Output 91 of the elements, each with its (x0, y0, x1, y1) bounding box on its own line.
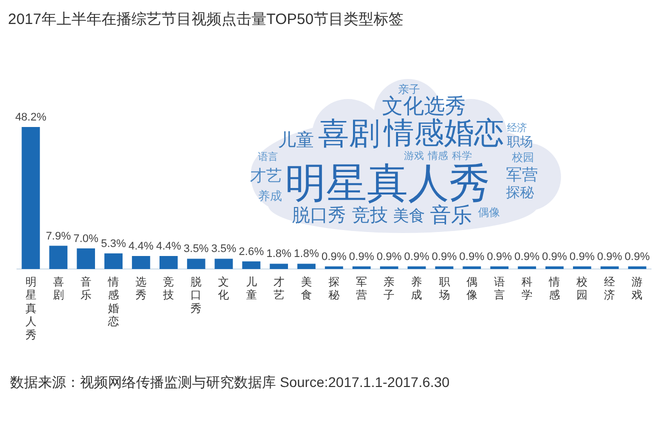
annotation: 经济 (507, 123, 527, 134)
annotation: 偶像 (478, 206, 500, 219)
bar (352, 266, 371, 269)
chart-title: 2017年上半年在播综艺节目视频点击量TOP50节目类型标签 (8, 10, 404, 29)
data-label: 0.9% (624, 250, 650, 263)
x-tick-label: 游戏 (632, 275, 643, 302)
x-tick-label: 职场 (438, 275, 450, 302)
data-label: 3.5% (184, 243, 209, 256)
x-tick-label: 音乐 (80, 275, 92, 302)
x-tick-label: 科学 (521, 275, 532, 302)
data-label: 48.2% (15, 112, 47, 124)
annotation: 养成 (258, 189, 282, 203)
annotation: 军营 (506, 165, 538, 184)
data-label: 0.9% (321, 250, 347, 263)
annotation: 喜剧 (318, 116, 380, 152)
x-tick-label: 脱口秀 (190, 275, 202, 315)
data-label: 7.0% (73, 232, 99, 245)
x-tick-label: 儿童 (246, 275, 257, 302)
text: 文化选秀 (382, 94, 466, 118)
data-label: 0.9% (349, 250, 374, 263)
x-tick-label: 经济 (604, 275, 616, 302)
bar (462, 266, 481, 269)
x-tick-label: 校园 (576, 275, 588, 302)
data-label: 5.3% (100, 238, 126, 250)
data-label: 0.9% (432, 250, 458, 263)
bar (490, 266, 508, 269)
annotation: 情感婚恋 (384, 116, 504, 151)
bar (324, 266, 344, 269)
x-tick-label: 竞技 (162, 275, 174, 302)
bar (408, 266, 426, 269)
data-label: 0.9% (542, 250, 568, 263)
data-label: 0.9% (404, 250, 430, 263)
x-tick-label: 情感婚恋 (106, 275, 119, 328)
annotation: 竞技 (352, 205, 388, 226)
bar (545, 266, 564, 269)
annotation: 职场 (507, 135, 533, 150)
data-label: 7.9% (46, 230, 72, 242)
bar (22, 127, 40, 269)
bar (380, 266, 398, 269)
bar (160, 256, 178, 269)
annotation: 语言 (258, 152, 278, 163)
data-label: 4.4% (156, 240, 182, 253)
data-label: 0.9% (514, 250, 540, 263)
x-tick-label: 情感 (548, 275, 560, 302)
bar (572, 266, 592, 269)
bar (242, 261, 260, 269)
data-label: 0.9% (597, 250, 622, 263)
bar (104, 253, 123, 269)
bar (49, 246, 68, 269)
annotation: 游戏 (404, 151, 424, 162)
bar (518, 266, 536, 269)
x-tick-label: 文化 (218, 275, 230, 302)
x-tick-label: 军营 (356, 275, 368, 302)
bar (600, 266, 619, 269)
data-label: 1.8% (294, 248, 320, 260)
bar (297, 264, 316, 269)
annotation: 科学 (452, 151, 472, 162)
data-label: 0.9% (570, 250, 595, 263)
annotation: 校园 (512, 151, 534, 164)
bar (187, 258, 206, 269)
source-note: 数据来源：视频网络传播监测与研究数据库 Source:2017.1.1-2017.6.30 (10, 374, 450, 392)
x-tick-label: 才艺 (273, 275, 284, 302)
bar (628, 266, 646, 269)
data-label: 1.8% (266, 248, 292, 260)
annotation: 探秘 (506, 185, 534, 201)
data-label: 4.4% (128, 240, 154, 253)
bar (270, 264, 288, 269)
bar (214, 258, 233, 269)
x-tick-label: 语言 (494, 275, 505, 302)
x-tick-label: 美食 (300, 275, 312, 302)
annotation: 情感 (428, 151, 448, 162)
annotation: 美食 (393, 206, 425, 225)
bar (132, 256, 150, 269)
x-tick-label: 明星真人秀 (25, 275, 36, 342)
x-tick-label: 偶像 (466, 275, 478, 302)
bar (435, 266, 454, 269)
x-tick-label: 选秀 (136, 275, 147, 302)
data-label: 3.5% (211, 243, 236, 256)
x-tick-label: 喜剧 (52, 275, 64, 302)
bar (76, 248, 96, 269)
annotation: 脱口秀 (292, 205, 346, 226)
data-label: 0.9% (376, 250, 402, 263)
text: 亲子 (398, 83, 420, 96)
x-tick-label: 养成 (411, 275, 422, 302)
x-tick-label: 探秘 (328, 275, 340, 302)
data-label: 0.9% (459, 250, 485, 263)
data-label: 2.6% (238, 246, 264, 258)
annotation: 才艺 (250, 166, 282, 185)
x-tick-label: 亲子 (384, 275, 395, 302)
annotation: 儿童 (278, 130, 314, 151)
data-label: 0.9% (486, 250, 512, 263)
